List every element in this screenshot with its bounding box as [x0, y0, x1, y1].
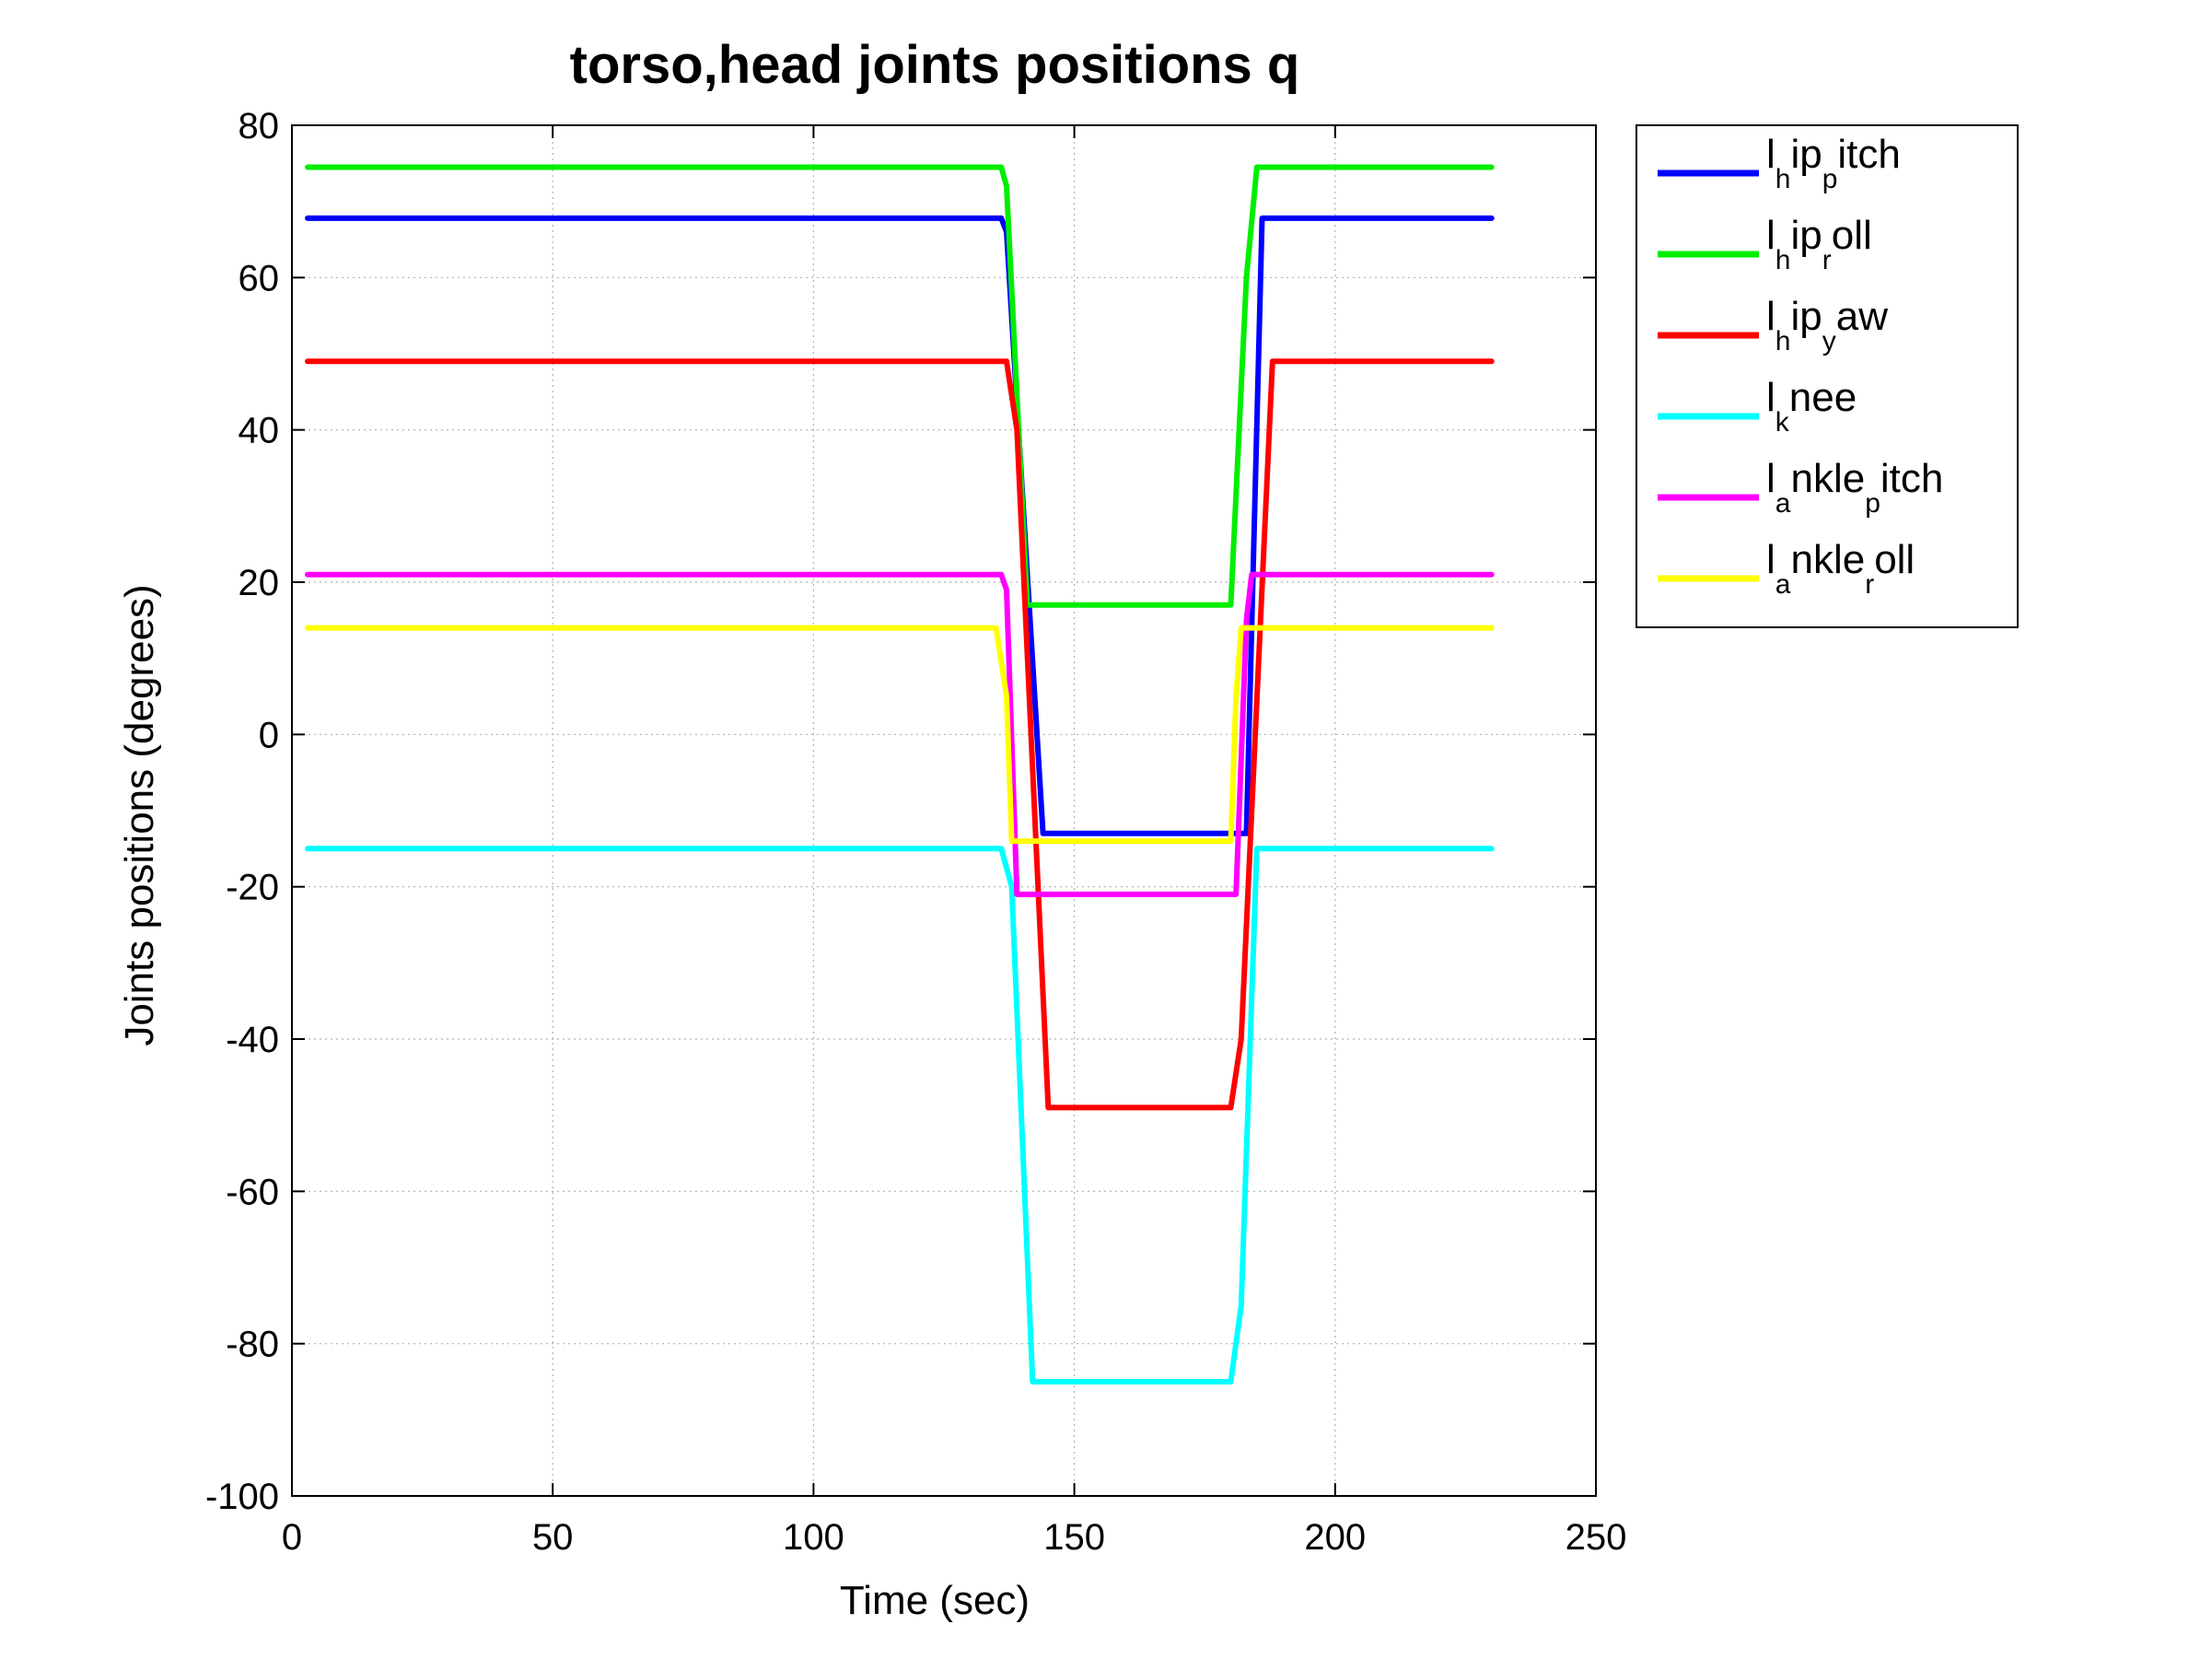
series-lines — [305, 164, 1495, 1384]
x-tick-label: 0 — [282, 1517, 302, 1558]
x-tick-label: 250 — [1566, 1517, 1627, 1558]
axis-ticks: 0 50 100 150 200 250 -100 -80 -60 -40 -20 0 20 40 60 80 — [205, 106, 1626, 1558]
legend-entry-l-ankle-pitch: lanklepitch — [1766, 456, 1943, 519]
y-tick-label: 0 — [259, 715, 279, 755]
series-line-l-ankle-pitch — [305, 571, 1495, 897]
plot-area-frame — [291, 124, 1597, 1497]
series-line-l-hip-roll — [305, 164, 1495, 608]
y-tick-label: -100 — [205, 1477, 279, 1517]
x-tick-label: 200 — [1304, 1517, 1366, 1558]
y-tick-label: 80 — [239, 106, 280, 146]
x-tick-label: 150 — [1043, 1517, 1105, 1558]
y-axis-label: Joints positions (degrees) — [117, 584, 162, 1046]
legend: lhippitch lhiproll lhipyaw lknee lanklepitch… — [1636, 124, 2019, 628]
y-tick-label: -20 — [226, 868, 279, 908]
y-tick-label: 60 — [239, 258, 280, 298]
legend-entry-l-hip-yaw: lhipyaw — [1766, 294, 1888, 356]
y-tick-label: -40 — [226, 1020, 279, 1060]
legend-entry-l-hip-roll: lhiproll — [1766, 213, 1872, 275]
x-tick-label: 50 — [532, 1517, 574, 1558]
series-line-l-hip-pitch — [305, 215, 1495, 836]
series-line-l-ankle-roll — [305, 625, 1495, 845]
y-tick-label: -60 — [226, 1172, 279, 1212]
y-tick-label: 20 — [239, 563, 280, 603]
x-axis-label: Time (sec) — [840, 1578, 1030, 1623]
y-tick-label: 40 — [239, 411, 280, 451]
legend-entry-l-knee: lknee — [1766, 375, 1857, 438]
x-tick-label: 100 — [783, 1517, 844, 1558]
legend-entry-l-ankle-roll: lankleroll — [1766, 537, 1915, 600]
series-line-l-knee — [305, 846, 1495, 1384]
legend-entry-l-hip-pitch: lhippitch — [1766, 132, 1901, 194]
series-line-l-hip-yaw — [305, 358, 1495, 1111]
y-tick-label: -80 — [226, 1325, 279, 1365]
legend-box — [1636, 124, 2019, 628]
chart-title: torso,head joints positions q — [570, 35, 1300, 95]
